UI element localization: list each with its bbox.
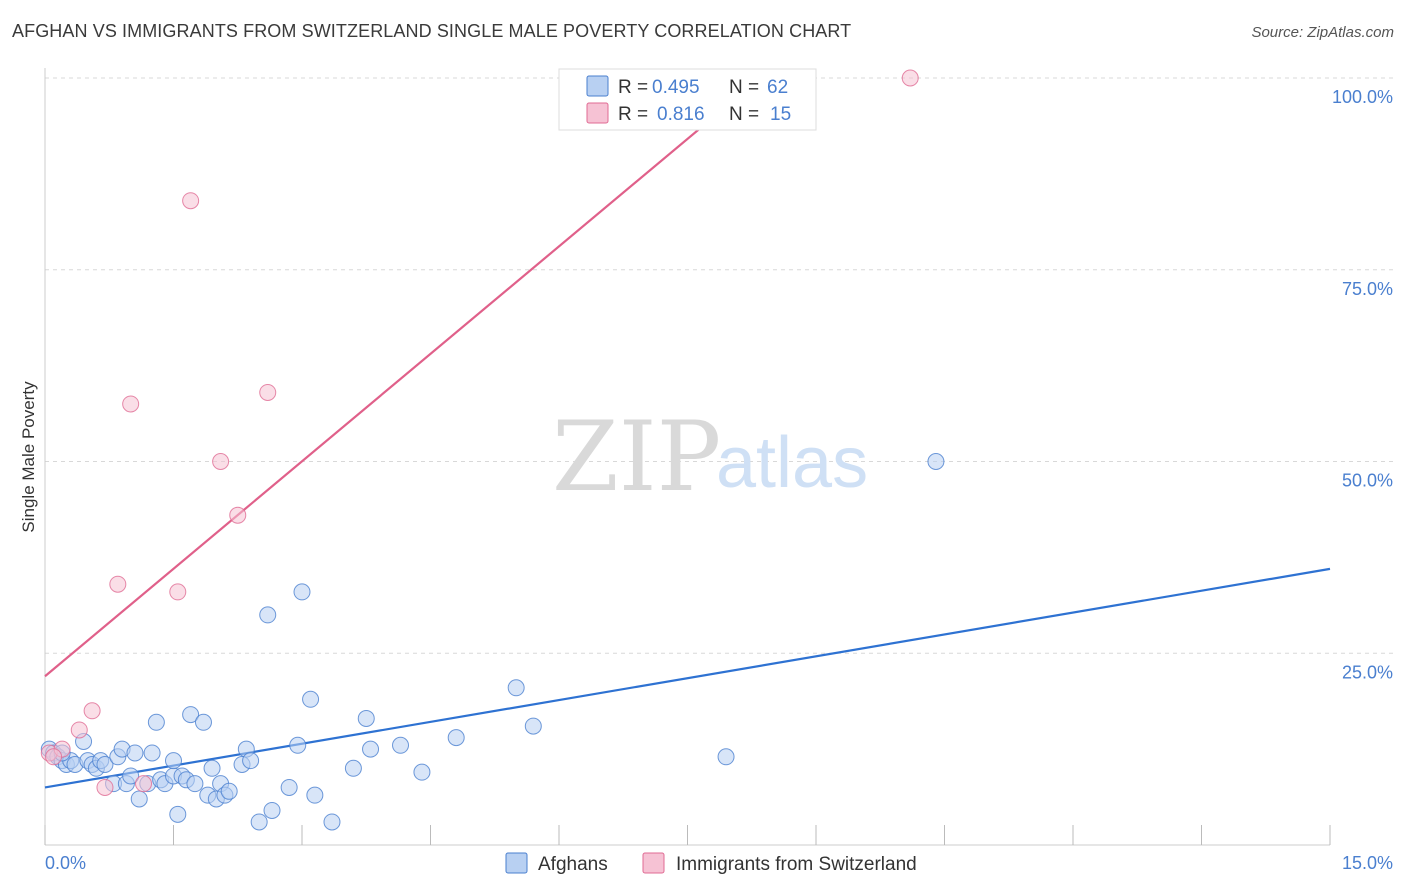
axes-layer bbox=[44, 68, 1331, 846]
legend-swatch-switzerland bbox=[586, 102, 609, 124]
data-point-pink bbox=[212, 453, 230, 470]
data-point-blue bbox=[717, 748, 735, 766]
bottom-legend-swatch-afghans bbox=[505, 852, 528, 874]
y-tick-label-25: 25.0% bbox=[1342, 662, 1393, 682]
y-tick-label-75: 75.0% bbox=[1342, 279, 1393, 299]
watermark-atlas: atlas bbox=[716, 423, 868, 503]
data-point-blue bbox=[182, 706, 200, 724]
data-point-blue bbox=[96, 755, 114, 773]
trend-line-pink bbox=[44, 77, 762, 678]
y-axis-label: Single Male Poverty bbox=[19, 381, 38, 533]
data-point-blue bbox=[323, 813, 341, 831]
data-point-blue bbox=[392, 736, 410, 754]
y-tick-label-50: 50.0% bbox=[1342, 471, 1393, 491]
y-tick-labels: 25.0% 50.0% 75.0% 100.0% bbox=[1332, 87, 1393, 682]
data-point-blue bbox=[250, 813, 268, 831]
legend-r-value-0: 0.495 bbox=[652, 77, 700, 98]
data-point-blue bbox=[447, 729, 465, 747]
trend-line-blue bbox=[44, 567, 1331, 789]
data-point-pink bbox=[901, 69, 919, 87]
data-point-pink bbox=[169, 583, 187, 601]
data-point-pink bbox=[83, 702, 101, 720]
x-tick-label-max: 15.0% bbox=[1342, 853, 1393, 873]
data-point-blue bbox=[357, 709, 375, 727]
source-credit: Source: ZipAtlas.com bbox=[1251, 24, 1394, 41]
data-point-pink bbox=[122, 395, 140, 413]
data-point-pink bbox=[135, 775, 153, 793]
watermark-zip: ZIP bbox=[552, 401, 721, 513]
bottom-legend-swatch-switzerland bbox=[642, 852, 665, 874]
legend-r-value-1: 0.816 bbox=[657, 104, 705, 125]
data-point-pink bbox=[70, 721, 88, 739]
data-point-pink bbox=[96, 778, 114, 796]
legend-swatch-afghans bbox=[586, 75, 609, 97]
legend-n-label-1: N = bbox=[729, 104, 759, 125]
data-point-pink bbox=[45, 748, 63, 766]
data-point-pink bbox=[182, 192, 200, 210]
legend-n-label-0: N = bbox=[729, 77, 759, 98]
data-point-blue bbox=[143, 744, 161, 762]
points-layer bbox=[40, 69, 945, 831]
data-point-pink bbox=[259, 383, 277, 401]
data-point-pink bbox=[109, 575, 127, 593]
data-point-blue bbox=[122, 767, 140, 785]
series-legend: Afghans Immigrants from Switzerland bbox=[505, 852, 917, 875]
watermark: ZIP atlas bbox=[552, 401, 868, 513]
data-point-blue bbox=[242, 752, 260, 770]
data-point-blue bbox=[280, 778, 298, 796]
data-point-blue bbox=[194, 713, 212, 731]
trend-layer bbox=[44, 77, 1331, 789]
stats-legend: R = 0.495 N = 62 R = 0.816 N = 15 bbox=[558, 68, 817, 131]
data-point-blue bbox=[130, 790, 148, 808]
data-point-blue bbox=[165, 752, 182, 770]
data-point-blue bbox=[169, 805, 187, 823]
legend-r-label-0: R = bbox=[618, 77, 648, 98]
bottom-legend-label-switzerland: Immigrants from Switzerland bbox=[676, 854, 917, 875]
y-tick-label-100: 100.0% bbox=[1332, 87, 1393, 107]
legend-r-label-1: R = bbox=[618, 104, 648, 125]
data-point-blue bbox=[203, 759, 221, 777]
legend-n-value-1: 15 bbox=[770, 104, 791, 125]
data-point-blue bbox=[344, 759, 362, 777]
bottom-legend-label-afghans: Afghans bbox=[538, 854, 608, 875]
data-point-blue bbox=[362, 740, 380, 758]
data-point-blue bbox=[293, 583, 311, 601]
data-point-blue bbox=[507, 679, 525, 697]
data-point-blue bbox=[289, 736, 307, 754]
x-tick-label-min: 0.0% bbox=[45, 853, 86, 873]
data-point-pink bbox=[229, 506, 247, 524]
data-point-blue bbox=[927, 453, 945, 470]
data-point-blue bbox=[126, 744, 144, 762]
grid-layer bbox=[45, 77, 1395, 654]
data-point-blue bbox=[524, 717, 542, 735]
data-point-blue bbox=[147, 713, 165, 731]
data-point-blue bbox=[306, 786, 324, 804]
legend-n-value-0: 62 bbox=[767, 77, 788, 98]
data-point-blue bbox=[259, 606, 277, 624]
data-point-blue bbox=[302, 690, 320, 708]
data-point-blue bbox=[220, 782, 238, 800]
data-point-blue bbox=[263, 801, 281, 819]
chart-title: AFGHAN VS IMMIGRANTS FROM SWITZERLAND SI… bbox=[12, 21, 852, 41]
data-point-blue bbox=[413, 763, 431, 781]
data-point-blue bbox=[186, 775, 204, 793]
